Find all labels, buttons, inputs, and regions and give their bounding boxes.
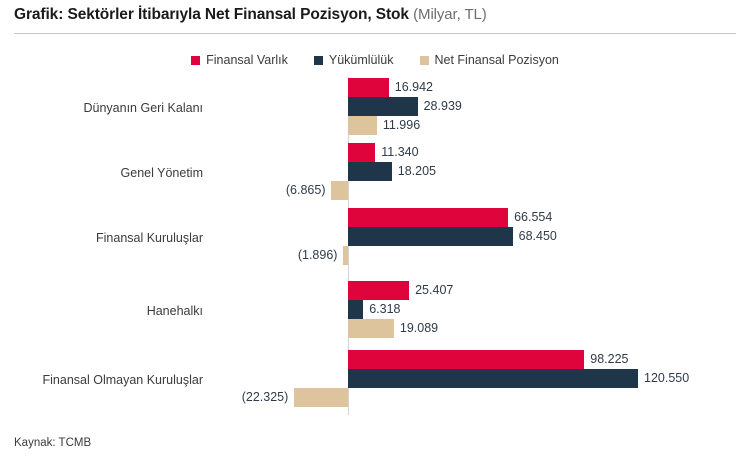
bar-row: 120.550 [0, 369, 750, 388]
zero-axis-line [348, 77, 349, 415]
category-label: Dünyanın Geri Kalanı [83, 101, 203, 115]
bar-group: Finansal Olmayan Kuruluşlar 98.225 120.550… [0, 350, 750, 407]
bar-row: (6.865) [0, 181, 750, 200]
bar-group: Genel Yönetim 11.340 18.205 (6.865) [0, 143, 750, 200]
header-divider [14, 33, 736, 34]
bar-row: 25.407 [0, 281, 750, 300]
bar-2[interactable] [348, 162, 392, 181]
bar-value-label: 98.225 [590, 352, 629, 366]
legend-item-2[interactable]: Yükümlülük [313, 53, 394, 67]
bar-value-label: (6.865) [285, 183, 326, 197]
source-note: Kaynak: TCMB [14, 437, 92, 449]
chart-legend: Finansal Varlık Yükümlülük Net Finansal Po… [0, 53, 750, 67]
legend-swatch-icon [419, 55, 429, 65]
bar-value-label: 28.939 [423, 99, 462, 113]
bar-value-label: 16.942 [394, 80, 433, 94]
bar-value-label: 6.318 [369, 302, 401, 316]
legend-label: Finansal Varlık [206, 53, 288, 67]
legend-swatch-icon [191, 55, 201, 65]
bar-2[interactable] [348, 97, 418, 116]
bar-value-label: (1.896) [297, 248, 338, 262]
bar-value-label: 11.340 [381, 145, 419, 159]
bar-1[interactable] [348, 143, 376, 162]
bar-row: 19.089 [0, 319, 750, 338]
bar-value-label: 66.554 [514, 210, 553, 224]
legend-label: Yükümlülük [328, 53, 394, 67]
bar-2[interactable] [348, 227, 513, 246]
bar-row: 66.554 [0, 208, 750, 227]
bar-3[interactable] [331, 181, 348, 200]
bar-row: 18.205 [0, 162, 750, 181]
legend-item-3[interactable]: Net Finansal Pozisyon [419, 53, 559, 67]
page-title: Grafik: Sektörler İtibarıyla Net Finansa… [14, 6, 736, 24]
bar-row: 11.340 [0, 143, 750, 162]
bar-value-label: 68.450 [518, 229, 557, 243]
bar-row: 16.942 [0, 78, 750, 97]
bar-value-label: (22.325) [241, 390, 289, 404]
bar-value-label: 11.996 [382, 118, 421, 132]
legend-label: Net Finansal Pozisyon [434, 53, 559, 67]
category-label: Hanehalkı [146, 304, 203, 318]
bar-row: 11.996 [0, 116, 750, 135]
bar-3[interactable] [343, 246, 348, 265]
bar-value-label: 25.407 [415, 283, 454, 297]
chart-header: Grafik: Sektörler İtibarıyla Net Finansa… [14, 6, 736, 24]
bar-1[interactable] [348, 208, 509, 227]
bar-group: Finansal Kuruluşlar 66.554 68.450 (1.896) [0, 208, 750, 265]
category-label: Finansal Olmayan Kuruluşlar [42, 373, 204, 387]
category-label: Finansal Kuruluşlar [96, 231, 203, 245]
bar-1[interactable] [348, 281, 410, 300]
plot-area: Dünyanın Geri Kalanı 16.942 28.939 11.996 Ge… [0, 72, 750, 417]
bar-group: Hanehalkı 25.407 6.318 19.089 [0, 281, 750, 338]
bar-3[interactable] [348, 116, 377, 135]
legend-item-1[interactable]: Finansal Varlık [191, 53, 288, 67]
bar-value-label: 19.089 [399, 321, 439, 335]
bar-1[interactable] [348, 78, 389, 97]
bar-2[interactable] [348, 300, 364, 319]
bar-row: 98.225 [0, 350, 750, 369]
bar-value-label: 120.550 [644, 371, 690, 385]
bar-row: (22.325) [0, 388, 750, 407]
bar-group: Dünyanın Geri Kalanı 16.942 28.939 11.996 [0, 78, 750, 135]
bar-1[interactable] [348, 350, 585, 369]
bar-row: 6.318 [0, 300, 750, 319]
legend-swatch-icon [313, 55, 323, 65]
bar-row: (1.896) [0, 246, 750, 265]
title-main-text: Grafik: Sektörler İtibarıyla Net Finansa… [14, 6, 409, 23]
bar-3[interactable] [348, 319, 394, 338]
bar-value-label: 18.205 [397, 164, 437, 178]
title-unit-text: (Milyar, TL) [413, 6, 487, 23]
bar-2[interactable] [348, 369, 638, 388]
bar-3[interactable] [294, 388, 348, 407]
category-label: Genel Yönetim [120, 166, 203, 180]
bar-row: 28.939 [0, 97, 750, 116]
bar-row: 68.450 [0, 227, 750, 246]
